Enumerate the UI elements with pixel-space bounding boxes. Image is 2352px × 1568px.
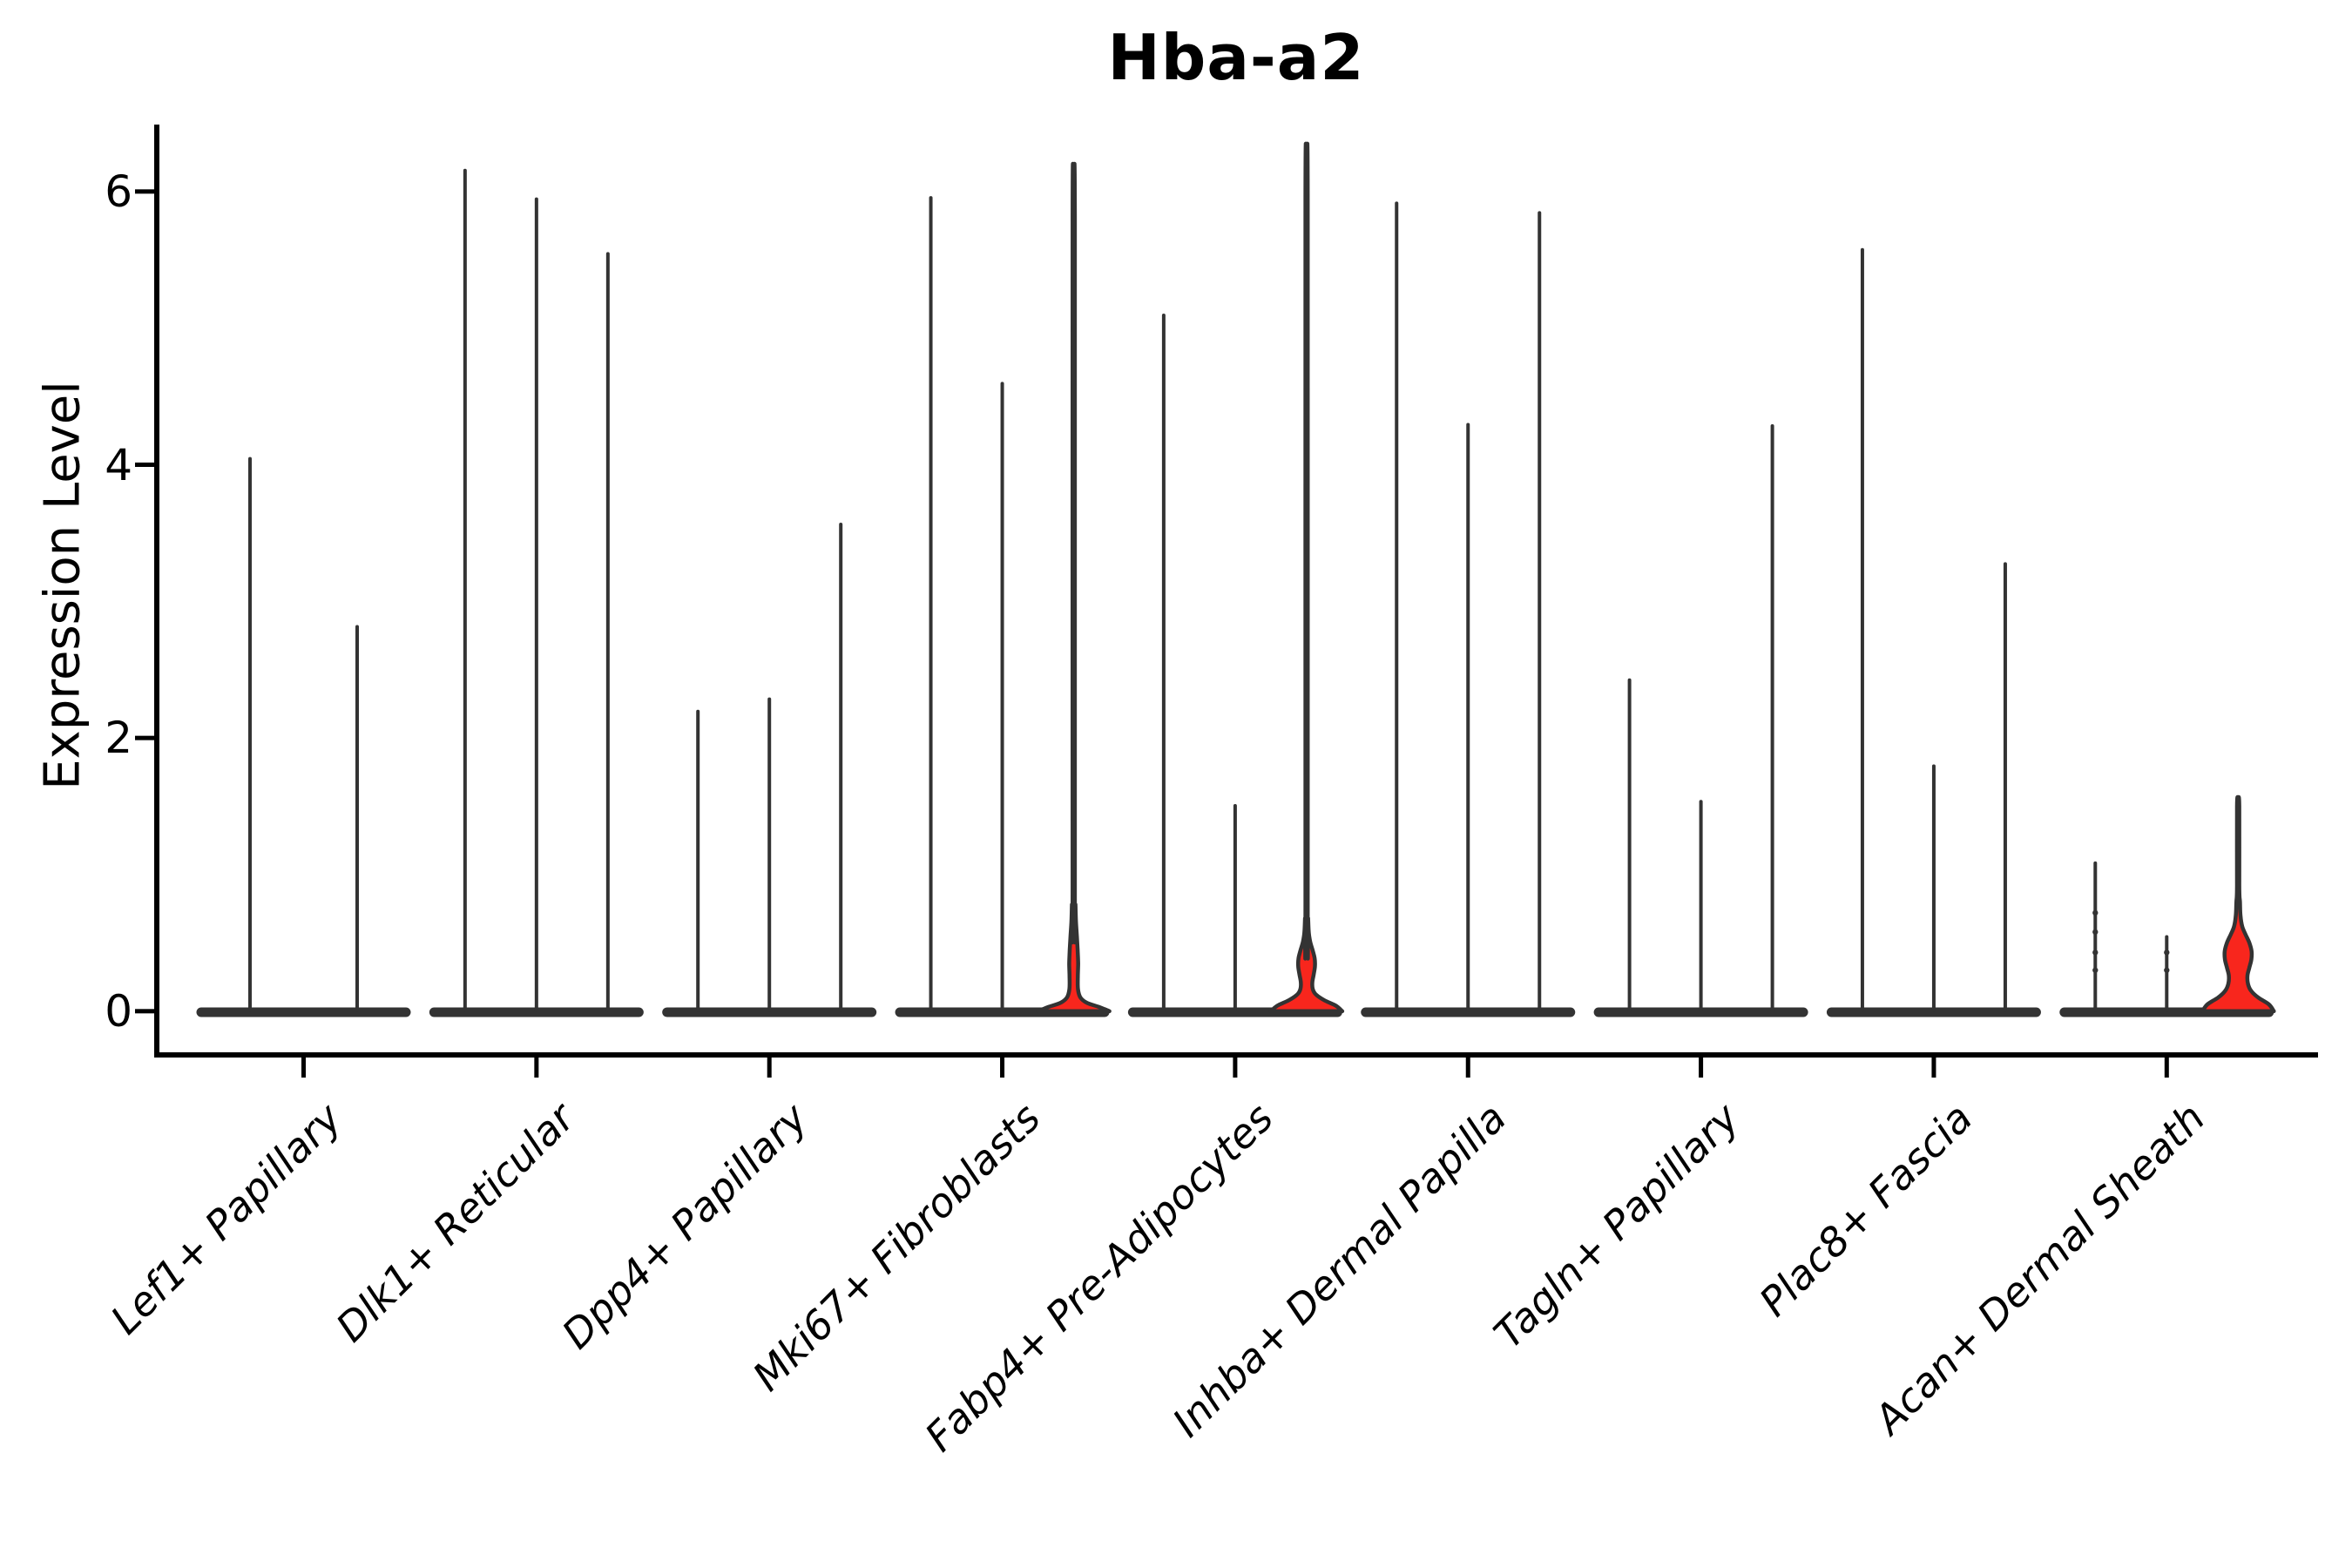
x-tick	[767, 1058, 772, 1078]
x-tick	[1000, 1058, 1005, 1078]
expression-point	[2092, 950, 2099, 956]
x-tick	[2164, 1058, 2169, 1078]
violin-highlighted	[1268, 141, 1345, 1014]
x-tick	[1233, 1058, 1238, 1078]
violin-group-base	[196, 1007, 411, 1017]
y-tick	[135, 189, 154, 194]
expression-point	[2092, 929, 2099, 936]
x-tick	[1699, 1058, 1704, 1078]
y-tick-label: 2	[105, 713, 132, 764]
violin-group-base	[1593, 1007, 1808, 1017]
x-tick	[1931, 1058, 1936, 1078]
y-tick-label: 4	[105, 439, 132, 490]
x-axis-spine	[154, 1052, 2318, 1058]
y-tick	[135, 735, 154, 740]
y-tick	[135, 1009, 154, 1014]
expression-point	[2092, 909, 2099, 916]
expression-point	[2092, 967, 2099, 973]
y-tick-label: 6	[105, 166, 132, 217]
expression-point	[2164, 950, 2170, 956]
expression-point	[2164, 967, 2170, 973]
y-tick-label: 0	[105, 985, 132, 1037]
y-tick	[135, 463, 154, 468]
y-axis-spine	[154, 125, 159, 1058]
x-tick	[1465, 1058, 1470, 1078]
x-tick	[301, 1058, 306, 1078]
violin-highlighted	[2200, 794, 2276, 1014]
chart-title: Hba-a2	[1107, 21, 1365, 94]
violin-highlighted	[1036, 161, 1112, 1014]
x-tick	[534, 1058, 539, 1078]
